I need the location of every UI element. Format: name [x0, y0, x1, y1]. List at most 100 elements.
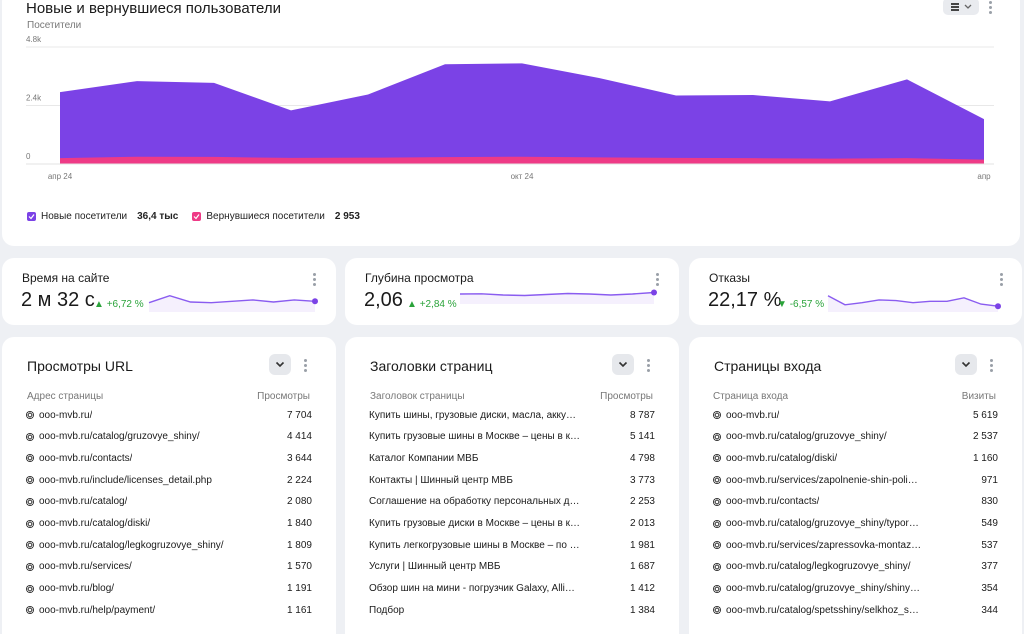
y-tick-label: 0	[26, 152, 31, 161]
row-label[interactable]: ooo-mvb.ru/catalog/legkogruzovye_shiny/	[39, 539, 224, 551]
row-label[interactable]: ooo-mvb.ru/blog/	[39, 583, 115, 595]
row-label[interactable]: Услуги | Шинный центр МВБ	[369, 561, 501, 573]
row-label[interactable]: Контакты | Шинный центр МВБ	[369, 474, 513, 486]
x-tick-label: апр 24	[48, 172, 73, 181]
site-favicon-icon	[26, 476, 34, 485]
y-tick-label: 2.4k	[26, 94, 42, 103]
row-label[interactable]: ooo-mvb.ru/services/zapressovka-montaz…	[726, 539, 922, 551]
table-row[interactable]: ooo-mvb.ru/contacts/3 644	[26, 450, 312, 466]
table-row[interactable]: ooo-mvb.ru/contacts/830	[713, 494, 998, 510]
table-row[interactable]: ooo-mvb.ru/catalog/legkogruzovye_shiny/1…	[26, 537, 312, 553]
table-row[interactable]: Соглашение на обработку персональных д… 2…	[369, 494, 655, 510]
arrow-up-icon: ▲	[94, 299, 104, 310]
row-value: 1 981	[629, 539, 655, 551]
table-row[interactable]: Купить грузовые шины в Москве – цены в к…	[369, 429, 655, 445]
table-row[interactable]: Услуги | Шинный центр МВБ 1 687	[369, 559, 655, 575]
table-menu-button[interactable]	[984, 356, 998, 374]
row-value: 4 414	[286, 431, 312, 443]
row-label[interactable]: Обзор шин на мини - погрузчик Galaxy, Al…	[369, 583, 575, 595]
table-row[interactable]: ooo-mvb.ru/include/licenses_detail.php 2 …	[26, 472, 312, 488]
row-label[interactable]: ooo-mvb.ru/catalog/diski/	[726, 452, 838, 464]
row-label[interactable]: ooo-mvb.ru/catalog/gruzovye_shiny/shiny…	[726, 583, 920, 595]
row-label[interactable]: ooo-mvb.ru/	[39, 409, 93, 421]
sparkline-line	[459, 291, 655, 297]
table-row[interactable]: ooo-mvb.ru/catalog/diski/1 160	[713, 450, 998, 466]
row-label[interactable]: ooo-mvb.ru/services/	[39, 561, 132, 573]
table-row[interactable]: ooo-mvb.ru/catalog/gruzovye_shiny/typor……	[713, 516, 998, 532]
table-row[interactable]: ooo-mvb.ru/catalog/legkogruzovye_shiny/3…	[713, 559, 998, 575]
table-row[interactable]: ooo-mvb.ru/catalog/diski/1 840	[26, 516, 312, 532]
metric-title: Отказы	[709, 271, 751, 285]
row-value: 1 840	[286, 518, 312, 529]
row-label[interactable]: Соглашение на обработку персональных д…	[369, 496, 580, 508]
row-value: 2 224	[286, 474, 312, 486]
row-label[interactable]: ooo-mvb.ru/catalog/legkogruzovye_shiny/	[726, 561, 911, 573]
row-label[interactable]: ooo-mvb.ru/	[726, 409, 780, 421]
metric-menu-button[interactable]	[307, 270, 321, 288]
site-favicon-icon	[713, 454, 721, 463]
row-label[interactable]: Купить шины, грузовые диски, масла, акку…	[369, 409, 576, 421]
table-row[interactable]: Купить шины, грузовые диски, масла, акку…	[369, 407, 655, 423]
table-row[interactable]: ooo-mvb.ru/services/zapolnenie-shin-poli…	[713, 472, 998, 488]
chart-menu-button[interactable]	[983, 0, 997, 16]
chevron-down-icon	[964, 4, 972, 9]
row-label[interactable]: Каталог Компании МВБ	[369, 452, 479, 464]
table-row[interactable]: ooo-mvb.ru/catalog/gruzovye_shiny/2 537	[713, 429, 998, 445]
table-row[interactable]: Подбор 1 384	[369, 602, 655, 618]
metric-menu-button[interactable]	[650, 270, 664, 288]
row-label[interactable]: ooo-mvb.ru/catalog/	[39, 496, 128, 508]
row-label[interactable]: ooo-mvb.ru/catalog/diski/	[39, 518, 151, 529]
row-label[interactable]: ooo-mvb.ru/catalog/gruzovye_shiny/	[39, 431, 200, 443]
table-row[interactable]: ooo-mvb.ru/blog/1 191	[26, 581, 312, 597]
x-tick-label: апр	[977, 172, 991, 181]
table-row[interactable]: Обзор шин на мини - погрузчик Galaxy, Al…	[369, 581, 655, 597]
table-row[interactable]: Купить грузовые диски в Москве – цены в …	[369, 516, 655, 532]
row-label[interactable]: ooo-mvb.ru/include/licenses_detail.php	[39, 474, 212, 486]
row-label[interactable]: ooo-mvb.ru/services/zapolnenie-shin-poli…	[726, 474, 918, 486]
row-label[interactable]: Купить грузовые диски в Москве – цены в …	[369, 518, 581, 529]
row-label[interactable]: Купить грузовые шины в Москве – цены в к…	[369, 431, 580, 443]
table-row[interactable]: ooo-mvb.ru/services/1 570	[26, 559, 312, 575]
table-row[interactable]: Купить легкогрузовые шины в Москве – по …	[369, 537, 655, 553]
metric-menu-button[interactable]	[994, 270, 1008, 288]
chevron-down-icon	[618, 361, 628, 368]
row-label[interactable]: ooo-mvb.ru/catalog/gruzovye_shiny/	[726, 431, 887, 443]
row-label[interactable]: ooo-mvb.ru/catalog/spetsshiny/selkhoz_s…	[726, 604, 919, 616]
row-label[interactable]: ooo-mvb.ru/contacts/	[726, 496, 820, 508]
sparkline-end-point	[312, 298, 318, 305]
table-dropdown-button[interactable]	[269, 354, 291, 375]
row-value: 3 644	[286, 452, 312, 464]
table-row[interactable]: ooo-mvb.ru/services/zapressovka-montaz… 5…	[713, 537, 998, 553]
metric-sparkline	[459, 289, 657, 304]
row-label[interactable]: ooo-mvb.ru/help/payment/	[39, 604, 156, 616]
row-value: 971	[981, 474, 998, 486]
table-row[interactable]: ooo-mvb.ru/catalog/gruzovye_shiny/4 414	[26, 429, 312, 445]
table-row[interactable]: Контакты | Шинный центр МВБ 3 773	[369, 472, 655, 488]
table-menu-button[interactable]	[298, 356, 312, 374]
table-row[interactable]: ooo-mvb.ru/help/payment/1 161	[26, 602, 312, 618]
table-row[interactable]: ooo-mvb.ru/5 619	[713, 407, 998, 423]
row-label[interactable]: ooo-mvb.ru/catalog/gruzovye_shiny/typor…	[726, 518, 919, 529]
table-row[interactable]: ooo-mvb.ru/catalog/2 080	[26, 494, 312, 510]
visitors-chart-card: Новые и вернувшиеся пользователи Посетит…	[2, 0, 1020, 246]
row-label[interactable]: Купить легкогрузовые шины в Москве – по …	[369, 539, 580, 551]
sparkline-end-point	[651, 289, 657, 296]
row-label[interactable]: ooo-mvb.ru/contacts/	[39, 452, 133, 464]
table-row[interactable]: ooo-mvb.ru/7 704	[26, 407, 312, 423]
metric-delta-value: +6,72 %	[106, 299, 144, 310]
table-row[interactable]: ooo-mvb.ru/catalog/gruzovye_shiny/shiny……	[713, 581, 998, 597]
metric-sparkline	[148, 294, 318, 312]
metric-delta-value: -6,57 %	[789, 299, 825, 310]
table-row[interactable]: ooo-mvb.ru/catalog/spetsshiny/selkhoz_s……	[713, 602, 998, 618]
table-dropdown-button[interactable]	[955, 354, 977, 375]
row-label[interactable]: Подбор	[369, 604, 405, 616]
legend-returning-checkbox[interactable]	[192, 212, 202, 221]
legend-new-checkbox[interactable]	[27, 212, 36, 221]
chart-type-dropdown[interactable]	[943, 0, 979, 15]
metric-title: Время на сайте	[22, 271, 110, 285]
table-dropdown-button[interactable]	[612, 354, 634, 375]
row-value: 549	[981, 518, 998, 529]
table-menu-button[interactable]	[641, 356, 655, 374]
table-row[interactable]: Каталог Компании МВБ 4 798	[369, 450, 655, 466]
metric-sparkline	[827, 295, 1001, 312]
